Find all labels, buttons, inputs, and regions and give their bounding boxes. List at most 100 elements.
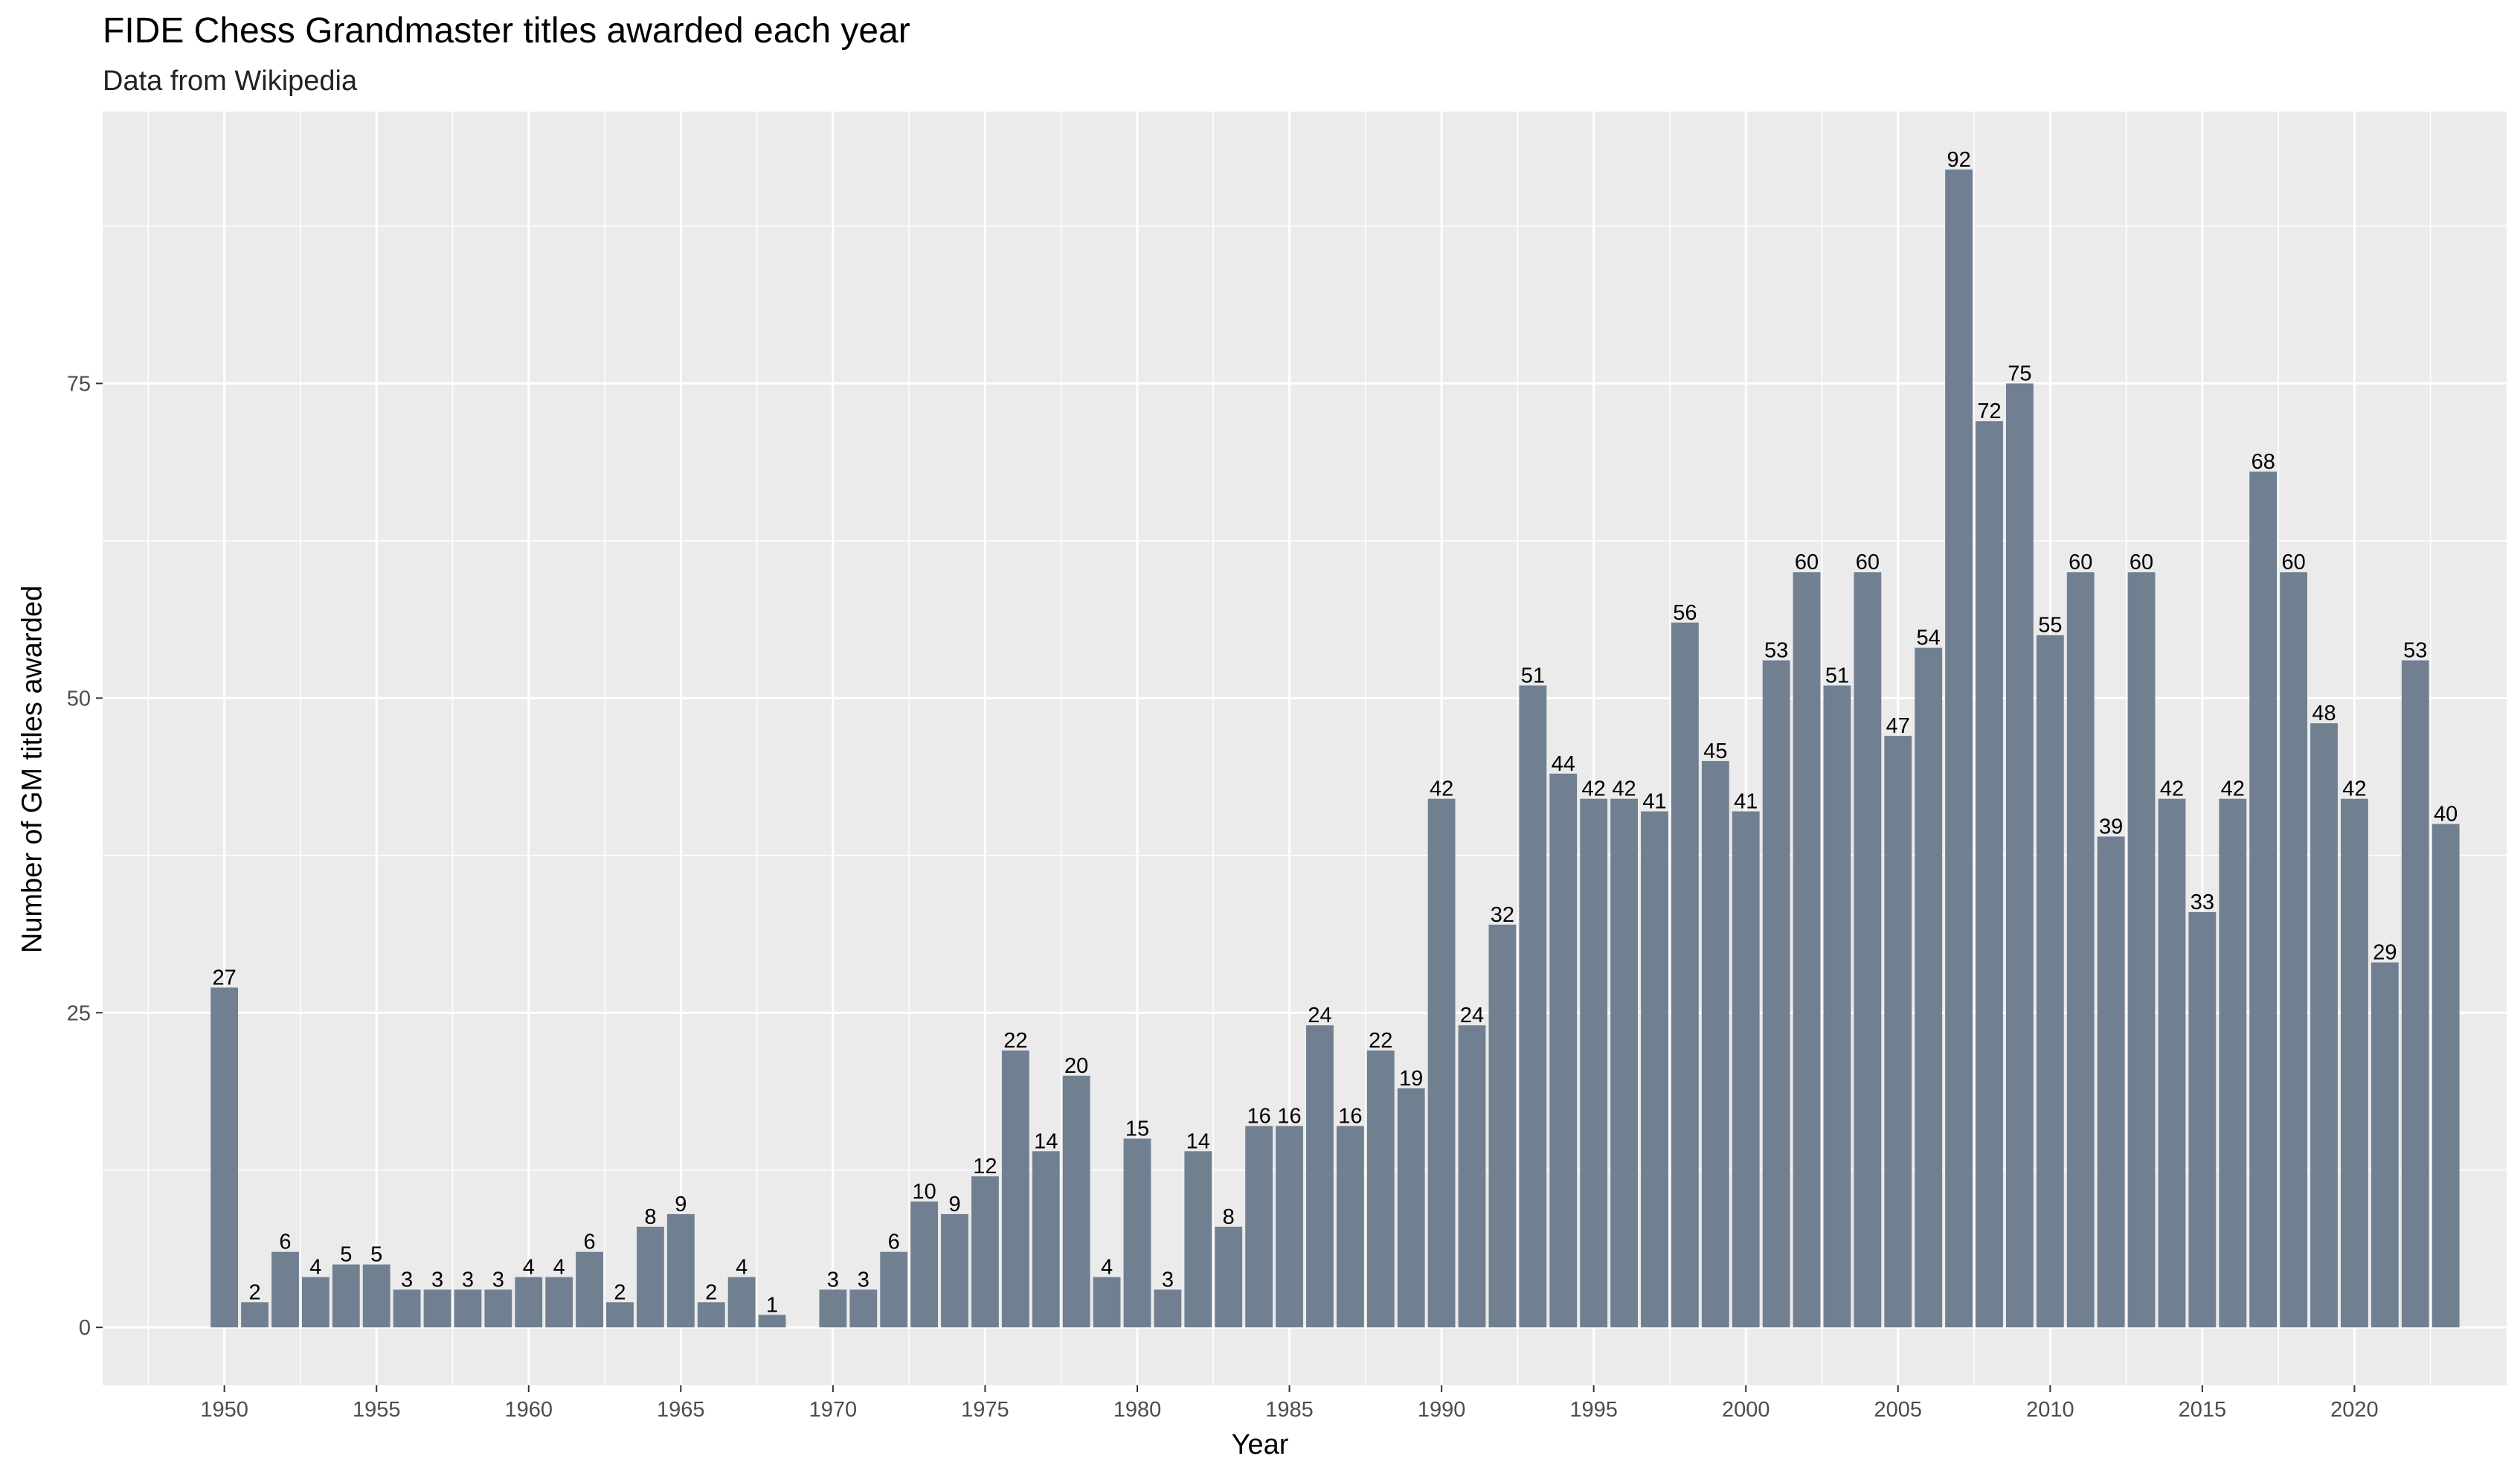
bar [210,987,239,1328]
bar-value-label: 53 [1764,639,1788,663]
bar-value-label: 32 [1491,903,1514,927]
bar [849,1289,878,1328]
bar-value-label: 60 [2281,551,2305,574]
bar-value-label: 40 [2434,803,2458,827]
bar-value-label: 24 [1308,1004,1331,1027]
bar [2431,824,2460,1328]
bar [1184,1151,1212,1328]
bar [727,1277,756,1328]
bar-value-label: 42 [2160,777,2184,801]
bar [2036,635,2064,1328]
bar [1519,685,1547,1328]
bar [880,1251,908,1328]
bar [2219,798,2247,1328]
bar-value-label: 14 [1034,1129,1058,1153]
bar [971,1176,999,1328]
bar-value-label: 92 [1947,148,1970,172]
bar-value-label: 60 [1795,551,1819,574]
bar [606,1302,634,1328]
bar-value-label: 75 [2008,362,2031,385]
x-tick-label: 1985 [1265,1398,1314,1422]
bar-value-label: 4 [553,1256,565,1280]
bar-value-label: 22 [1369,1029,1392,1053]
bar-value-label: 16 [1277,1105,1301,1129]
x-tick-label: 1955 [353,1398,401,1422]
bar-value-label: 27 [213,966,237,989]
bar [2158,798,2186,1328]
bar-value-label: 60 [2069,551,2092,574]
bar [271,1251,299,1328]
x-tick-label: 1965 [657,1398,705,1422]
bar-value-label: 3 [462,1268,474,1292]
bar [515,1277,543,1328]
x-tick-label: 2015 [2179,1398,2227,1422]
bar [1854,572,1882,1328]
bar-value-label: 3 [858,1268,870,1292]
bar-value-label: 8 [1223,1205,1235,1229]
bar [1215,1226,1243,1328]
y-tick-label: 25 [67,1001,91,1025]
bar [1306,1025,1334,1328]
bar-value-label: 3 [431,1268,443,1292]
bar [2249,471,2278,1328]
x-axis-label: Year [1231,1429,1289,1460]
bar-value-label: 29 [2373,941,2397,965]
bar-value-label: 33 [2190,891,2214,914]
x-tick-label: 1960 [505,1398,553,1422]
bar [545,1277,573,1328]
bar-value-label: 6 [584,1231,596,1254]
bar [1093,1277,1121,1328]
bar-value-label: 60 [2130,551,2153,574]
bar [1488,924,1517,1328]
bar-value-label: 42 [1582,777,1606,801]
bar-value-label: 39 [2099,815,2123,838]
bar-value-label: 2 [705,1280,717,1304]
bar-value-label: 41 [1734,790,1758,814]
bar [1701,760,1729,1328]
bar-value-label: 15 [1125,1117,1149,1141]
bar [1458,1025,1486,1328]
bar [1366,1050,1395,1328]
bar-value-label: 6 [279,1231,291,1254]
bar-value-label: 19 [1399,1067,1423,1091]
bar [1123,1138,1151,1328]
bar [454,1289,482,1328]
bar-value-label: 12 [973,1155,997,1178]
x-tick-label: 1990 [1418,1398,1466,1422]
y-axis-label: Number of GM titles awarded [16,585,48,954]
bar [1945,169,1973,1328]
bar [2188,911,2217,1328]
bar [2127,572,2156,1328]
bar [301,1277,330,1328]
x-tick-label: 2005 [1874,1398,1923,1422]
bar-value-label: 9 [675,1193,687,1216]
bar-value-label: 3 [827,1268,839,1292]
bar [1976,421,2003,1328]
bar [2006,383,2034,1328]
bar-value-label: 5 [340,1243,352,1267]
bar-value-label: 2 [614,1280,626,1304]
bar-value-label: 42 [2342,777,2366,801]
bar-value-label: 2 [248,1280,260,1304]
bar-value-label: 42 [1430,777,1453,801]
bar [819,1289,847,1328]
bar-value-label: 4 [1101,1256,1113,1280]
x-tick-label: 1970 [809,1398,858,1422]
bar-value-label: 24 [1460,1004,1484,1027]
x-tick-label: 2020 [2330,1398,2379,1422]
x-tick-label: 1950 [200,1398,248,1422]
bar-value-label: 14 [1186,1129,1210,1153]
x-tick-label: 2010 [2026,1398,2074,1422]
bar [1732,811,1760,1328]
bar [393,1289,421,1328]
bar-value-label: 3 [401,1268,413,1292]
bar [2097,836,2125,1328]
bar-value-label: 22 [1003,1029,1027,1053]
bar [1610,798,1638,1328]
bar [1336,1126,1364,1328]
bar-value-label: 16 [1247,1105,1271,1129]
bar [484,1289,512,1328]
bar [1793,572,1821,1328]
bar [1580,798,1608,1328]
bar [2280,572,2308,1328]
